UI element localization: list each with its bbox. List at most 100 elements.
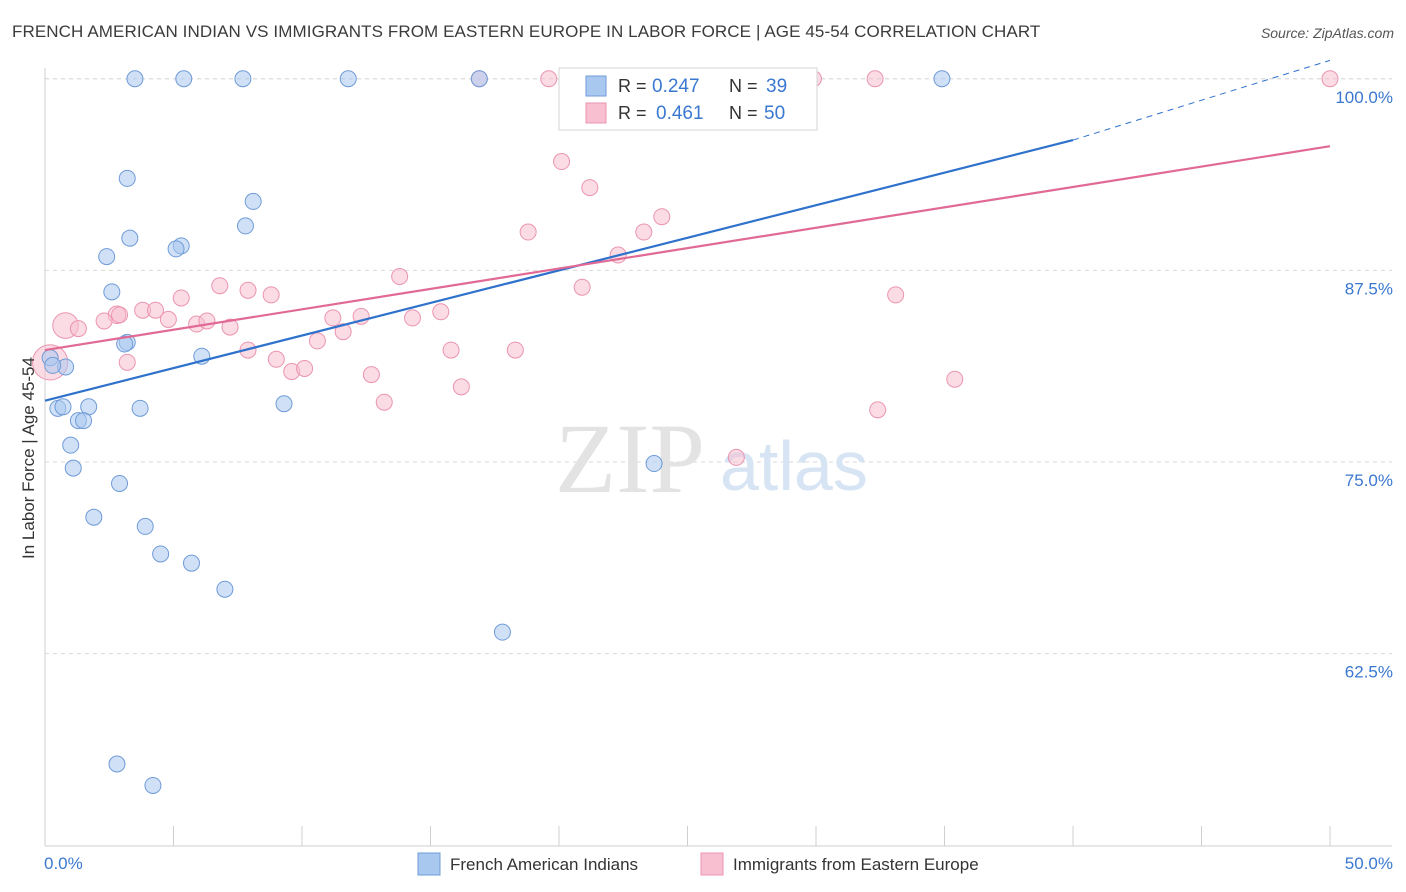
x-tick-label: 50.0% [1345, 854, 1393, 873]
data-point [267, 350, 285, 368]
data-point [540, 70, 558, 88]
data-point [887, 286, 905, 304]
data-point [136, 517, 154, 535]
data-point [275, 395, 293, 413]
data-point [404, 309, 422, 327]
data-point [44, 356, 62, 374]
x-tick-label: 0.0% [44, 854, 83, 873]
data-point [234, 70, 252, 88]
data-point [221, 318, 239, 336]
legend-r-value-2: 0.461 [656, 103, 704, 124]
watermark-zip: ZIP [555, 403, 705, 514]
legend-r-label-1: R = [618, 76, 647, 96]
data-point [75, 412, 93, 430]
data-point [85, 508, 103, 526]
data-point [98, 248, 116, 266]
data-point [116, 335, 134, 353]
data-point [62, 436, 80, 454]
data-point [198, 312, 216, 330]
legend-swatch-pink [585, 102, 607, 124]
y-tick-label: 62.5% [1345, 663, 1393, 682]
data-point [1321, 70, 1339, 88]
data-point [95, 312, 113, 330]
data-point [391, 268, 409, 286]
data-point [131, 399, 149, 417]
data-point [653, 208, 671, 226]
axes: 0.0% 50.0% [44, 68, 1393, 873]
data-point [324, 309, 342, 327]
data-point [866, 70, 884, 88]
legend-n-value-2: 50 [764, 103, 785, 124]
series-immigrants-eastern-europe [32, 70, 1339, 466]
y-tick-label: 100.0% [1335, 88, 1393, 107]
data-point [182, 554, 200, 572]
data-point [69, 320, 87, 338]
data-point [308, 332, 326, 350]
data-point [111, 474, 129, 492]
data-point [152, 545, 170, 563]
data-point [103, 283, 121, 301]
data-point [167, 240, 185, 258]
data-point [933, 70, 951, 88]
y-axis-label: In Labor Force | Age 45-54 [19, 357, 38, 559]
data-point [493, 623, 511, 641]
data-point [375, 393, 393, 411]
trend-line-blue [44, 139, 1074, 402]
data-point [144, 776, 162, 794]
bottom-legend-label-pink: Immigrants from Eastern Europe [733, 855, 979, 874]
data-point [54, 398, 72, 416]
data-point [362, 366, 380, 384]
data-point [111, 306, 129, 324]
data-point [108, 755, 126, 773]
legend-r-label-2: R = [618, 103, 647, 123]
stats-legend: R = 0.247 N = 39 R = 0.461 N = 50 [558, 67, 818, 131]
source-credit: Source: ZipAtlas.com [1260, 25, 1394, 41]
data-point [452, 378, 470, 396]
data-point [506, 341, 524, 359]
data-point [470, 70, 488, 88]
bottom-legend-swatch-blue [417, 852, 441, 876]
data-point [519, 223, 537, 241]
data-point [211, 277, 229, 295]
data-point [126, 70, 144, 88]
trend-lines [44, 59, 1331, 402]
data-point [581, 179, 599, 197]
legend-r-value-1: 0.247 [652, 76, 700, 97]
data-point [64, 459, 82, 477]
bottom-legend-swatch-pink [700, 852, 724, 876]
bottom-legend: French American Indians Immigrants from … [417, 852, 979, 876]
data-point [946, 370, 964, 388]
data-point [121, 229, 139, 247]
bottom-legend-label-blue: French American Indians [450, 855, 638, 874]
data-point [727, 448, 745, 466]
data-point [442, 341, 460, 359]
data-point [216, 580, 234, 598]
data-point [645, 455, 663, 473]
data-point [296, 359, 314, 377]
watermark-atlas: atlas [720, 427, 868, 505]
y-tick-label: 75.0% [1345, 471, 1393, 490]
data-point [339, 70, 357, 88]
data-point [236, 217, 254, 235]
data-point [573, 278, 591, 296]
data-point [244, 192, 262, 210]
data-point [432, 303, 450, 321]
trend-line-pink [44, 145, 1331, 352]
data-point [175, 70, 193, 88]
data-point [118, 169, 136, 187]
legend-n-label-2: N = [729, 103, 758, 123]
data-point [635, 223, 653, 241]
y-tick-label: 87.5% [1345, 279, 1393, 298]
data-point [553, 153, 571, 171]
legend-n-value-1: 39 [766, 76, 787, 97]
data-point [239, 281, 257, 299]
data-point [334, 323, 352, 341]
zipatlas-watermark: ZIP atlas [555, 403, 868, 514]
data-point [869, 401, 887, 419]
data-point [262, 286, 280, 304]
data-point [118, 353, 136, 371]
trend-line-blue-extension [1072, 59, 1331, 141]
data-point [159, 310, 177, 328]
legend-swatch-blue [585, 75, 607, 97]
